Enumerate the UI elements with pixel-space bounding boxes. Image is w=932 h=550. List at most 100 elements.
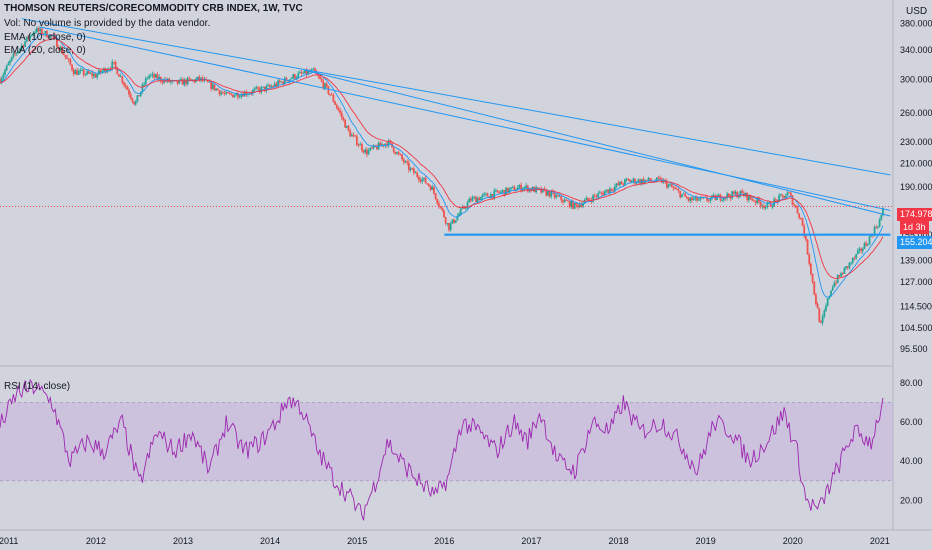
price-tick-label: 260.000 <box>900 108 932 118</box>
candle-body <box>727 193 730 197</box>
candle-body <box>382 144 385 146</box>
candle-body <box>634 178 636 184</box>
candle-body <box>111 61 114 69</box>
candle-body <box>208 81 211 83</box>
candle-body <box>428 184 430 186</box>
candle-body <box>471 197 474 201</box>
ema20-line <box>0 38 884 280</box>
candle-body <box>682 193 685 195</box>
candle-body <box>808 254 811 264</box>
candle-body <box>190 79 192 81</box>
candle-body <box>372 145 375 149</box>
candle-body <box>386 143 388 146</box>
candle-body <box>366 149 368 155</box>
candle-body <box>458 213 460 216</box>
candle-body <box>453 219 455 223</box>
volume-note: Vol: No volume is provided by the data v… <box>4 18 211 29</box>
candle-body <box>30 34 33 36</box>
candle-body <box>119 76 122 77</box>
candle-body <box>451 219 454 224</box>
trendline[interactable] <box>39 26 891 211</box>
candle-body <box>692 198 695 201</box>
candle-body <box>297 73 300 78</box>
candle-body <box>875 227 878 228</box>
candle-body <box>325 83 328 87</box>
candle-body <box>784 195 787 198</box>
candle-body <box>518 184 521 188</box>
candle-body <box>433 187 435 194</box>
candle-body <box>178 79 181 84</box>
candle-body <box>245 91 248 95</box>
price-tick-label: 155.000 <box>900 230 932 240</box>
candle-body <box>550 191 553 197</box>
candle-body <box>804 236 807 240</box>
trendline[interactable] <box>21 18 891 176</box>
candle-body <box>335 104 338 108</box>
candle-body <box>290 78 293 80</box>
candle-body <box>151 74 154 76</box>
candle-body <box>667 184 670 188</box>
candle-body <box>813 281 816 295</box>
rsi-legend[interactable]: RSI (14, close) <box>4 381 71 392</box>
candle-body <box>230 93 233 95</box>
candle-body <box>324 83 326 89</box>
candle-body <box>260 87 263 93</box>
candle-body <box>438 203 440 207</box>
candle-body <box>823 310 826 317</box>
candle-body <box>468 198 471 203</box>
candle-body <box>355 136 358 145</box>
time-tick-label: 2012 <box>86 536 106 546</box>
candle-body <box>677 189 680 192</box>
candle-body <box>722 197 725 201</box>
candle-body <box>696 196 698 201</box>
candle-body <box>66 56 68 59</box>
candle-body <box>322 81 325 89</box>
candle-body <box>272 86 274 88</box>
candle-body <box>426 183 429 185</box>
ema20-legend[interactable]: EMA (20, close, 0) <box>4 45 86 56</box>
candle-body <box>319 76 321 79</box>
candle-body <box>811 273 814 282</box>
candle-body <box>771 206 774 208</box>
candle-body <box>706 197 708 201</box>
candle-body <box>506 187 509 193</box>
candle-body <box>409 168 412 171</box>
candle-body <box>59 47 62 50</box>
candle-body <box>337 107 340 111</box>
candle-body <box>379 142 382 146</box>
price-tick-label: 300.000 <box>900 74 932 84</box>
candle-body <box>200 77 202 81</box>
candle-body <box>329 93 331 95</box>
candle-body <box>595 196 598 197</box>
candle-body <box>655 177 658 182</box>
candle-body <box>141 84 144 92</box>
candle-body <box>578 204 581 208</box>
currency-label: USD <box>906 6 928 17</box>
candle-body <box>798 213 801 218</box>
candle-body <box>334 101 336 105</box>
rsi-band <box>0 402 893 481</box>
candle-body <box>424 177 427 184</box>
candle-body <box>57 46 60 50</box>
ema10-legend[interactable]: EMA (10, close, 0) <box>4 32 86 43</box>
candle-body <box>557 195 559 197</box>
candle-body <box>548 191 551 197</box>
candle-body <box>731 191 734 199</box>
candle-body <box>300 72 303 74</box>
candle-body <box>357 144 360 146</box>
candle-body <box>568 201 571 208</box>
trendline[interactable] <box>304 69 891 217</box>
candle-body <box>5 65 8 71</box>
candle-body <box>603 191 606 195</box>
candle-body <box>484 193 487 195</box>
candle-body <box>280 81 283 83</box>
candle-body <box>285 77 288 81</box>
candle-body <box>501 190 504 192</box>
candle-body <box>233 95 236 98</box>
candle-body <box>856 250 859 255</box>
candle-body <box>62 53 65 56</box>
candle-body <box>158 77 161 80</box>
candle-body <box>221 92 224 94</box>
rsi-tick-label: 60.00 <box>900 417 923 427</box>
